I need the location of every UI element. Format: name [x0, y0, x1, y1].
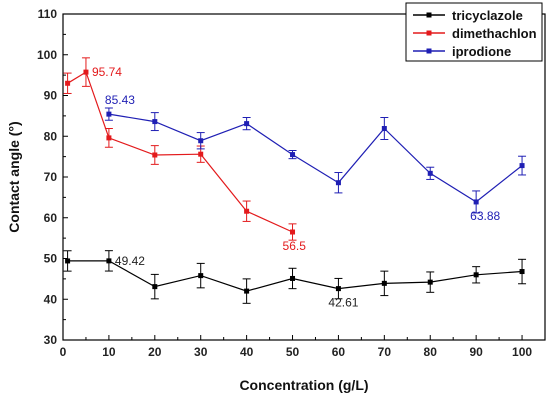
data-point	[290, 229, 296, 235]
data-point	[106, 111, 112, 117]
plot-frame	[62, 13, 546, 341]
data-point	[65, 80, 71, 86]
data-point	[198, 138, 204, 144]
y-tick-label-30: 30	[44, 333, 58, 347]
data-label-42.61: 42.61	[328, 296, 358, 310]
x-tick-label-0: 0	[60, 345, 67, 359]
data-point	[473, 199, 479, 205]
x-tick-label-30: 30	[194, 345, 208, 359]
y-tick-label-110: 110	[38, 7, 58, 21]
data-point	[198, 151, 204, 157]
legend-swatch-marker	[426, 12, 432, 18]
data-point	[65, 258, 71, 264]
data-point	[335, 286, 341, 292]
x-tick-label-80: 80	[424, 345, 438, 359]
legend-swatch-marker	[426, 48, 432, 54]
y-tick-label-60: 60	[44, 211, 58, 225]
series-tricyclazole	[63, 250, 527, 304]
data-label-95.74: 95.74	[92, 65, 122, 79]
legend-entry-tricyclazole: tricyclazole	[413, 8, 523, 23]
y-tick-label-40: 40	[44, 292, 58, 306]
annotation-layer: 95.74 85.43 49.42 56.5 42.61 63.88	[92, 65, 501, 310]
data-point	[244, 288, 250, 294]
data-point	[335, 180, 341, 186]
data-point	[152, 284, 158, 290]
y-tick-label-100: 100	[37, 48, 57, 62]
data-label-85.43: 85.43	[105, 93, 135, 107]
data-point	[244, 121, 250, 127]
data-label-63.88: 63.88	[470, 209, 500, 223]
data-point	[106, 258, 112, 264]
data-point	[427, 279, 433, 285]
legend-label-tricyclazole: tricyclazole	[452, 8, 523, 23]
y-tick-label-50: 50	[44, 252, 58, 266]
data-point	[290, 152, 296, 158]
x-tick-label-70: 70	[378, 345, 392, 359]
legend-label-iprodione: iprodione	[452, 44, 511, 59]
legend-entry-dimethachlon: dimethachlon	[413, 26, 537, 41]
x-tick-label-20: 20	[148, 345, 162, 359]
data-point	[519, 163, 525, 169]
legend: tricyclazole dimethachlon iprodione	[405, 2, 543, 62]
data-point	[83, 69, 89, 75]
series-dimethachlon	[63, 57, 297, 241]
axis-ticks: 0 10 20 30 40 50 60 70 80 90 100 30 40 50 60 70 80 90 100 1…	[37, 7, 532, 359]
series-iprodione	[104, 107, 527, 214]
x-tick-label-10: 10	[102, 345, 116, 359]
data-point	[427, 170, 433, 176]
series-line-iprodione	[108, 113, 523, 203]
data-label-49.42: 49.42	[115, 254, 145, 268]
data-point	[290, 275, 296, 281]
x-tick-label-60: 60	[332, 345, 346, 359]
legend-label-dimethachlon: dimethachlon	[452, 26, 537, 41]
data-point	[198, 273, 204, 279]
series-line-dimethachlon	[67, 71, 293, 233]
x-axis-title: Concentration (g/L)	[239, 377, 368, 393]
y-tick-label-70: 70	[44, 170, 58, 184]
x-tick-label-100: 100	[512, 345, 532, 359]
data-point	[152, 119, 158, 125]
x-tick-label-90: 90	[469, 345, 483, 359]
data-point	[152, 152, 158, 158]
data-point	[519, 269, 525, 275]
y-tick-label-80: 80	[44, 129, 58, 143]
data-point	[473, 272, 479, 278]
x-tick-label-50: 50	[286, 345, 300, 359]
data-point	[381, 280, 387, 286]
y-axis-title: Contact angle (°)	[6, 121, 22, 232]
y-tick-label-90: 90	[44, 89, 58, 103]
legend-entry-iprodione: iprodione	[413, 44, 511, 59]
series-layer	[63, 57, 527, 304]
x-tick-label-40: 40	[240, 345, 254, 359]
data-point	[106, 135, 112, 141]
data-label-56.5: 56.5	[283, 239, 307, 253]
legend-swatch-marker	[426, 30, 432, 36]
data-point	[381, 126, 387, 132]
data-point	[244, 208, 250, 214]
